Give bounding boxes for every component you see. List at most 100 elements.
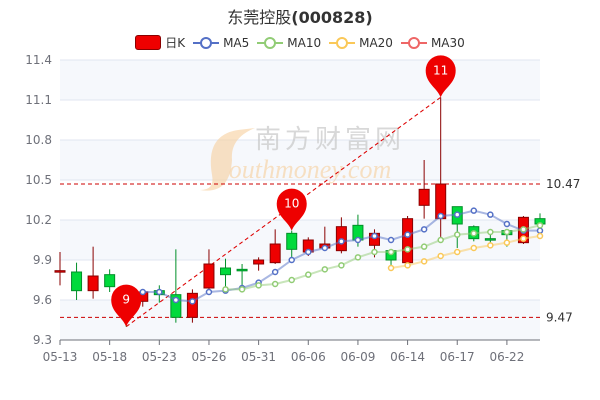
- stock-name: 东莞控股: [227, 8, 292, 27]
- candle-body: [435, 183, 447, 220]
- y-tick-label: 10.8: [25, 133, 52, 147]
- ma-point: [453, 231, 461, 238]
- y-tick-label: 11.4: [25, 53, 52, 67]
- x-tick-label: 05-13: [43, 350, 78, 364]
- line-circle-icon: [193, 36, 220, 49]
- x-tick-label: 05-18: [92, 350, 127, 364]
- x-tick-label: 06-17: [440, 350, 475, 364]
- candle-body: [87, 275, 99, 292]
- ma-point: [338, 262, 345, 269]
- candle: [269, 229, 281, 264]
- ma-point: [172, 296, 180, 304]
- ma-point: [536, 232, 544, 240]
- candle: [120, 288, 132, 327]
- ma-point: [205, 288, 213, 296]
- ma-point: [354, 236, 362, 244]
- candle: [517, 216, 529, 244]
- line-circle-icon: [329, 36, 356, 49]
- candle-body: [418, 188, 430, 206]
- legend-item-daily-k[interactable]: 日K: [135, 34, 185, 51]
- candle: [418, 160, 430, 219]
- ma-point: [271, 280, 279, 288]
- candle: [203, 249, 215, 294]
- ma-point: [271, 268, 279, 276]
- ma-point: [222, 287, 229, 294]
- candle-body: [402, 218, 414, 264]
- ma-point: [255, 279, 262, 286]
- legend-label: MA5: [223, 35, 250, 50]
- ma-point: [387, 236, 395, 244]
- ma-point: [321, 244, 329, 252]
- ma-point: [536, 227, 544, 234]
- legend-label: 日K: [165, 36, 186, 50]
- legend: 日K MA5 MA10 MA20 MA30: [0, 34, 600, 51]
- candle-icon: [135, 35, 162, 50]
- candle-body: [186, 292, 198, 318]
- candle-body: [104, 274, 116, 288]
- candle-body: [335, 226, 347, 252]
- candle-body: [253, 259, 265, 265]
- candle: [236, 264, 248, 286]
- y-tick-label: 9.9: [33, 253, 52, 267]
- candle: [87, 246, 99, 299]
- ma-point: [437, 212, 444, 220]
- ma-point: [503, 239, 511, 246]
- legend-item-ma10[interactable]: MA10: [257, 36, 321, 50]
- candle: [435, 97, 447, 242]
- mark-line-label: 9.47: [546, 310, 573, 324]
- ma-point: [503, 228, 511, 236]
- ma-point: [404, 231, 411, 238]
- ma-point: [288, 256, 295, 264]
- ma-point: [255, 282, 262, 289]
- pin-label: 10: [284, 197, 299, 211]
- ma-point: [536, 222, 544, 229]
- trend-line: [125, 96, 441, 328]
- legend-item-ma5[interactable]: MA5: [193, 36, 249, 50]
- ma-point: [437, 252, 444, 260]
- legend-item-ma30[interactable]: MA30: [400, 36, 465, 50]
- candle: [302, 237, 314, 256]
- ma-line-ma5: [142, 209, 540, 303]
- ma-point: [387, 264, 395, 272]
- ma-point: [520, 227, 527, 234]
- ma-point: [371, 248, 378, 256]
- line-circle-icon: [400, 36, 427, 49]
- candle: [484, 233, 496, 246]
- candle-body: [501, 230, 513, 236]
- ma-point: [470, 230, 478, 237]
- ma-point: [371, 232, 378, 240]
- candle: [54, 252, 66, 286]
- pin-shape: [425, 55, 456, 98]
- candle: [71, 262, 83, 300]
- ma-point: [387, 248, 395, 256]
- ma-point: [420, 226, 428, 233]
- candle: [170, 249, 182, 323]
- candle: [319, 226, 331, 251]
- ma-line-ma20: [390, 235, 541, 269]
- ma-point: [503, 220, 511, 228]
- mark-point-pin: 11: [425, 55, 456, 98]
- watermark-en: outhmoney.com: [229, 155, 391, 184]
- y-tick-label: 9.6: [33, 293, 52, 307]
- candle-body: [368, 232, 380, 246]
- grid-band: [60, 60, 540, 100]
- legend-label: MA10: [287, 35, 322, 50]
- ma-point: [520, 235, 527, 242]
- ma-point: [520, 226, 527, 233]
- y-tick-label: 10.5: [25, 173, 52, 187]
- legend-item-ma20[interactable]: MA20: [329, 36, 393, 50]
- candle-body: [352, 224, 364, 241]
- mark-line-label: 10.47: [546, 177, 580, 191]
- x-tick-label: 05-31: [241, 350, 276, 364]
- candle: [335, 217, 347, 254]
- candle: [104, 269, 116, 292]
- ma-point: [305, 248, 312, 256]
- mark-point-pin: 9: [111, 284, 142, 327]
- candle-body: [269, 243, 281, 264]
- candle-body: [534, 218, 546, 225]
- ma-point: [321, 266, 329, 273]
- grid-band: [60, 140, 540, 180]
- candle-body: [153, 290, 165, 296]
- candle-body: [203, 263, 215, 289]
